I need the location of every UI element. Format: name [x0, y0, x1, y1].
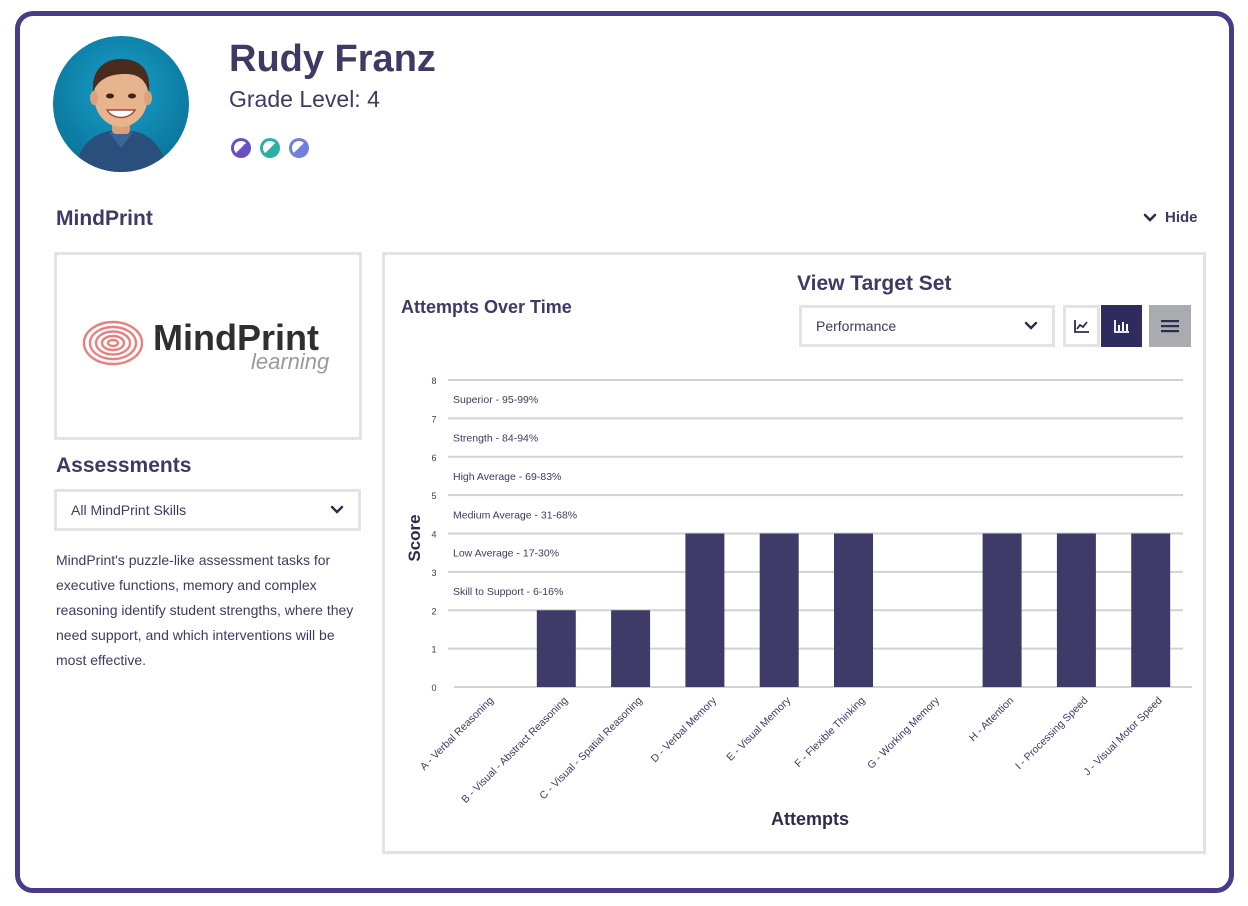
y-tick-label: 6: [431, 453, 436, 463]
band-label: High Average - 69-83%: [453, 471, 561, 483]
x-tick-label: J - Visual Motor Speed: [1081, 695, 1165, 779]
hide-label: Hide: [1165, 209, 1198, 226]
section-title: MindPrint: [56, 207, 153, 230]
grade-level: Grade Level: 4: [229, 86, 380, 112]
assessment-skill-value: All MindPrint Skills: [71, 502, 187, 518]
attempts-bar-chart: 0 1 2 3 4 5 6 7 8 Skill to Support - 6-16% Low Ave…: [405, 376, 1192, 829]
y-tick-label: 8: [431, 376, 436, 386]
y-axis-label: Score: [405, 514, 424, 561]
line-chart-icon: [1073, 320, 1089, 333]
band-label: Superior - 95-99%: [453, 394, 538, 406]
x-tick-label: F - Flexible Thinking: [792, 695, 867, 770]
achievement-badges: [231, 138, 309, 158]
bar-chart-view-button[interactable]: [1101, 305, 1142, 347]
hide-button[interactable]: Hide: [1143, 209, 1198, 226]
y-tick-label: 0: [431, 683, 436, 693]
x-tick-label: H - Attention: [967, 695, 1016, 744]
y-tick-label: 3: [431, 568, 436, 578]
assessment-skill-select[interactable]: All MindPrint Skills: [54, 489, 361, 531]
fingerprint-icon: [82, 320, 144, 366]
avatar-portrait: [75, 58, 167, 172]
x-tick-label: I - Processing Speed: [1013, 695, 1091, 773]
chevron-down-icon: [330, 505, 344, 514]
x-axis-label: Attempts: [771, 809, 849, 829]
chevron-down-icon: [1143, 213, 1157, 222]
bar[interactable]: [685, 533, 725, 688]
target-set-select[interactable]: Performance: [799, 305, 1055, 347]
x-tick-label: E - Visual Memory: [724, 694, 794, 764]
mindprint-logo: MindPrint learning: [82, 317, 330, 374]
line-chart-view-button[interactable]: [1063, 305, 1100, 347]
mindprint-logo-box: MindPrint learning: [54, 252, 362, 440]
assessment-description: MindPrint's puzzle-like assessment tasks…: [56, 552, 354, 668]
menu-icon: [1161, 320, 1179, 333]
badge-icon[interactable]: [289, 138, 309, 158]
x-tick-label: A - Verbal Reasoning: [418, 695, 496, 773]
x-tick-label: D - Verbal Memory: [649, 694, 720, 765]
bar[interactable]: [834, 533, 873, 688]
bar[interactable]: [536, 610, 576, 687]
y-tick-label: 5: [431, 491, 436, 501]
bar[interactable]: [759, 533, 799, 688]
band-label: Low Average - 17-30%: [453, 548, 559, 560]
bar[interactable]: [1056, 533, 1096, 688]
y-tick-label: 7: [431, 414, 436, 424]
bar[interactable]: [611, 610, 651, 687]
y-tick-label: 2: [431, 606, 436, 616]
bar[interactable]: [1131, 533, 1171, 688]
logo-tagline: learning: [251, 349, 330, 374]
assessments-title: Assessments: [56, 454, 192, 477]
target-set-title: View Target Set: [797, 272, 952, 295]
list-view-button[interactable]: [1149, 305, 1191, 347]
x-tick-label: G - Working Memory: [865, 694, 942, 771]
avatar: [53, 36, 189, 172]
band-label: Medium Average - 31-68%: [453, 509, 577, 521]
chart-title: Attempts Over Time: [401, 297, 572, 317]
bar[interactable]: [982, 533, 1022, 688]
target-set-value: Performance: [816, 318, 897, 334]
y-tick-label: 4: [431, 530, 436, 540]
badge-icon[interactable]: [231, 138, 251, 158]
y-tick-label: 1: [431, 645, 436, 655]
student-name: Rudy Franz: [229, 38, 436, 80]
chevron-down-icon: [1024, 321, 1038, 330]
bar-chart-icon: [1113, 320, 1129, 333]
logo-brand: MindPrint: [153, 317, 319, 358]
badge-icon[interactable]: [260, 138, 280, 158]
band-label: Strength - 84-94%: [453, 433, 538, 445]
band-label: Skill to Support - 6-16%: [453, 586, 563, 598]
